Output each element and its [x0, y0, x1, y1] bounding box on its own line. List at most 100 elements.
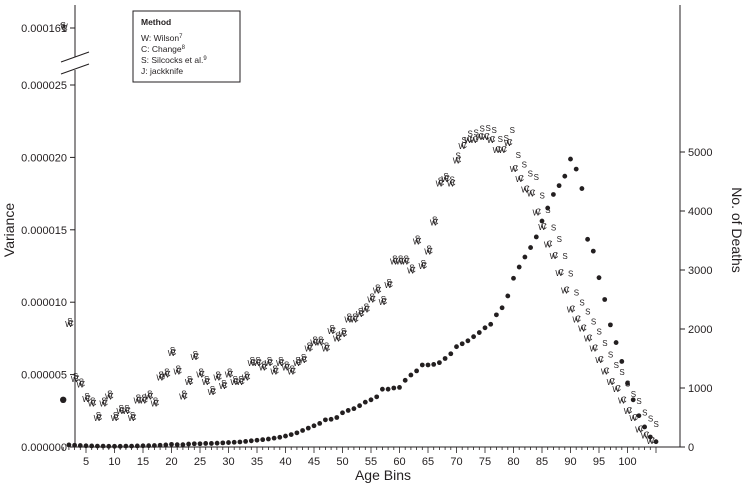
variance-marker-c: C: [610, 377, 616, 386]
variance-marker-s: S: [619, 368, 624, 377]
deaths-dot: [585, 236, 590, 242]
variance-marker-c: C: [433, 218, 439, 227]
x-tick-label: 35: [251, 456, 263, 468]
variance-marker-w: W: [436, 179, 444, 188]
variance-marker-s: S: [284, 360, 289, 369]
variance-marker-s: S: [522, 160, 527, 169]
x-tick-label: 55: [365, 456, 377, 468]
variance-marker-w: W: [601, 368, 609, 377]
variance-marker-s: S: [158, 370, 163, 379]
x-tick-label: 70: [450, 456, 462, 468]
variance-marker-s: S: [504, 134, 509, 143]
variance-marker-c: C: [638, 425, 644, 434]
variance-marker-s: S: [347, 313, 352, 322]
variance-marker-c: C: [382, 297, 388, 306]
variance-marker-s: S: [335, 331, 340, 340]
variance-marker-c: C: [296, 358, 302, 367]
variance-marker-c: C: [319, 338, 325, 347]
x-tick-label: 60: [393, 456, 405, 468]
variance-marker-c: C: [108, 391, 114, 400]
variance-marker-w: W: [350, 316, 358, 325]
variance-marker-c: C: [165, 370, 171, 379]
variance-marker-w: W: [629, 414, 637, 423]
variance-marker-c: C: [262, 362, 268, 371]
variance-marker-c: C: [467, 135, 473, 144]
variance-marker-s: S: [534, 173, 539, 182]
variance-marker-c: C: [632, 413, 638, 422]
variance-marker-c: C: [444, 174, 450, 183]
variance-marker-s: S: [141, 394, 146, 403]
deaths-dot: [528, 245, 533, 250]
deaths-dot: [237, 439, 243, 445]
variance-marker-w: W: [196, 371, 204, 380]
variance-marker-c: C: [68, 319, 74, 328]
variance-marker-s: S: [654, 420, 659, 429]
variance-marker-w: W: [333, 334, 341, 343]
x-tick-label: 20: [165, 456, 177, 468]
deaths-dot: [602, 297, 608, 302]
deaths-dot: [494, 312, 499, 318]
variance-marker-s: S: [181, 389, 186, 398]
deaths-dot: [590, 248, 596, 254]
variance-marker-s: S: [307, 342, 312, 351]
deaths-dot: [380, 386, 385, 392]
deaths-dot: [209, 441, 214, 446]
x-tick-label: 10: [108, 456, 120, 468]
variance-marker-c: C: [410, 265, 416, 274]
deaths-dot: [271, 435, 277, 441]
y-left-tick-label: 0.000005: [21, 370, 67, 382]
variance-marker-w: W: [253, 359, 261, 368]
variance-marker-s: S: [193, 350, 198, 359]
deaths-dot: [117, 443, 123, 449]
variance-marker-s: S: [426, 245, 431, 254]
deaths-dot: [305, 425, 311, 431]
x-tick-label: 15: [137, 456, 149, 468]
deaths-dot: [174, 442, 180, 448]
variance-marker-s: S: [358, 307, 363, 316]
variance-marker-s: S: [329, 324, 334, 333]
variance-marker-w: W: [276, 359, 284, 368]
variance-marker-c: C: [364, 304, 370, 313]
variance-marker-c: C: [273, 367, 279, 376]
variance-marker-w: W: [179, 392, 187, 401]
variance-marker-w: W: [287, 368, 295, 377]
deaths-dot: [106, 443, 112, 449]
variance-marker-s: S: [528, 170, 533, 179]
variance-marker-c: C: [302, 355, 308, 364]
deaths-dot: [277, 434, 283, 440]
x-tick-label: 90: [564, 456, 576, 468]
deaths-dot: [608, 322, 613, 328]
variance-marker-w: W: [390, 258, 398, 267]
variance-marker-w: W: [71, 375, 79, 384]
variance-marker-w: W: [156, 373, 164, 382]
variance-marker-w: W: [236, 378, 244, 387]
variance-marker-w: W: [191, 353, 199, 362]
variance-marker-c: C: [307, 344, 313, 353]
variance-marker-c: C: [245, 372, 251, 381]
variance-marker-w: W: [607, 378, 615, 387]
variance-marker-w: W: [424, 248, 432, 257]
deaths-dot: [180, 442, 186, 448]
variance-marker-w: W: [248, 359, 256, 368]
x-tick-label: 40: [279, 456, 291, 468]
variance-marker-w: W: [322, 345, 330, 354]
variance-marker-s: S: [221, 379, 226, 388]
legend-title: Method: [141, 17, 171, 27]
variance-marker-c: C: [621, 396, 627, 405]
variance-break-marker: S: [61, 21, 66, 30]
axis-break-mark: [60, 51, 90, 63]
variance-marker-c: C: [119, 406, 125, 415]
variance-marker-c: C: [336, 333, 342, 342]
x-tick-label: 95: [593, 456, 605, 468]
variance-marker-w: W: [310, 339, 318, 348]
deaths-dot: [419, 362, 425, 368]
variance-marker-w: W: [185, 378, 193, 387]
variance-marker-w: W: [373, 287, 381, 296]
deaths-dot: [556, 183, 562, 189]
variance-marker-w: W: [407, 266, 415, 275]
variance-marker-s: S: [90, 397, 95, 406]
variance-marker-w: W: [339, 330, 347, 339]
deaths-dot: [505, 293, 511, 299]
variance-marker-s: S: [210, 385, 215, 394]
y-left-tick-label: 0.000015: [21, 225, 67, 237]
